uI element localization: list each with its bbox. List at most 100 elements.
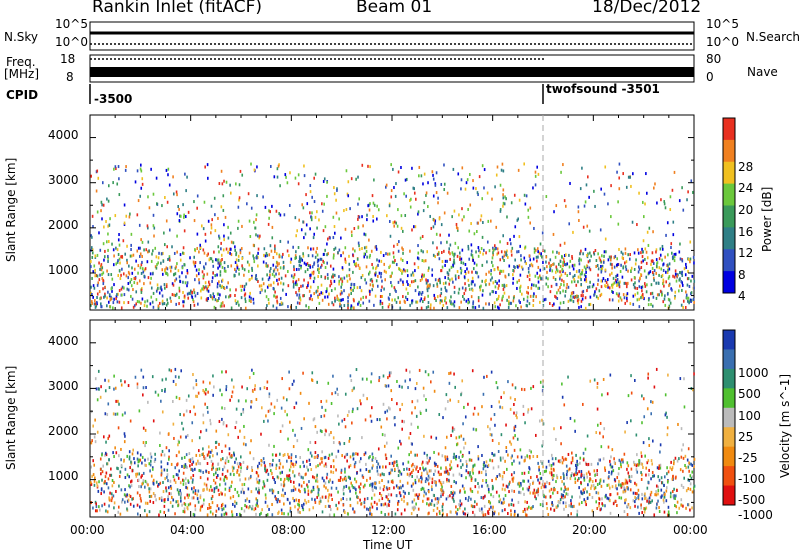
velocity-point [131, 469, 134, 473]
power-point [624, 281, 627, 285]
power-point [532, 257, 535, 261]
velocity-point [207, 452, 210, 456]
power-point [111, 242, 113, 246]
velocity-point [481, 453, 483, 457]
velocity-point [157, 484, 159, 488]
velocity-point [537, 487, 540, 491]
velocity-point [133, 461, 136, 465]
power-point [432, 173, 434, 177]
power-point [383, 262, 386, 266]
power-point [641, 293, 644, 297]
power-point [441, 260, 444, 264]
power-point [687, 299, 689, 303]
velocity-point [221, 502, 224, 506]
velocity-point [235, 420, 238, 424]
velocity-point [177, 473, 179, 477]
velocity-point [352, 457, 355, 461]
velocity-point [298, 488, 300, 492]
velocity-point [666, 480, 669, 484]
power-point [128, 272, 131, 276]
power-point [429, 303, 432, 307]
power-point [337, 297, 339, 301]
power-point [171, 245, 173, 249]
velocity-point [338, 422, 340, 426]
velocity-point [237, 494, 240, 498]
velocity-point [320, 457, 322, 461]
velocity-point [199, 496, 202, 500]
velocity-point [218, 467, 221, 471]
power-point [641, 289, 643, 293]
power-point [666, 270, 669, 274]
power-point [391, 271, 393, 275]
power-point [112, 248, 115, 252]
velocity-point [344, 425, 347, 429]
velocity-point [160, 453, 163, 457]
power-point [338, 217, 340, 221]
power-point [527, 270, 530, 274]
summary-marks [89, 31, 694, 104]
power-point [369, 253, 371, 257]
velocity-point [272, 476, 274, 480]
velocity-point [666, 426, 669, 430]
power-point [472, 280, 474, 284]
velocity-point [470, 504, 473, 508]
power-point [353, 283, 355, 287]
velocity-point [588, 493, 591, 497]
velocity-point [136, 512, 139, 516]
power-point [324, 266, 327, 270]
velocity-point [356, 407, 359, 411]
velocity-point [275, 466, 277, 470]
velocity-point [611, 485, 614, 489]
power-point [140, 290, 143, 294]
power-point [219, 304, 222, 308]
power-point [122, 272, 125, 276]
power-point [426, 285, 429, 289]
power-point [611, 289, 613, 293]
power-point [215, 258, 217, 262]
velocity-point [199, 494, 202, 498]
power-point [317, 275, 319, 279]
velocity-point [181, 478, 184, 482]
velocity-point [510, 442, 513, 446]
power-point [555, 267, 558, 271]
power-point [268, 253, 271, 257]
power-point [139, 194, 142, 198]
power-point [295, 282, 297, 286]
velocity-point [595, 479, 597, 483]
velocity-point [424, 467, 427, 471]
power-point [91, 248, 94, 252]
velocity-point [441, 489, 443, 493]
power-point [619, 280, 621, 284]
power-point [206, 272, 209, 276]
velocity-point [159, 431, 161, 435]
velocity-point [204, 392, 207, 396]
power-point [434, 182, 437, 186]
power-point [202, 227, 205, 231]
power-point [562, 261, 564, 265]
velocity-point [449, 510, 452, 514]
power-point [236, 266, 239, 270]
power-point [485, 302, 487, 306]
power-point [645, 290, 648, 294]
velocity-point [237, 465, 240, 469]
power-point [194, 278, 196, 282]
velocity-point [377, 472, 379, 476]
power-point [270, 164, 272, 168]
power-point [620, 263, 622, 267]
velocity-point [520, 482, 522, 486]
velocity-point [129, 485, 131, 489]
power-point [356, 257, 359, 261]
velocity-point [660, 495, 663, 499]
power-point [191, 291, 193, 295]
power-point [257, 251, 259, 255]
velocity-point [264, 500, 267, 504]
velocity-point [640, 477, 643, 481]
velocity-point [282, 494, 285, 498]
power-point [387, 305, 390, 309]
power-point [470, 282, 473, 286]
power-point [642, 296, 644, 300]
velocity-point [258, 491, 260, 495]
power-point [625, 293, 628, 297]
power-point [219, 270, 222, 274]
power-point [442, 303, 445, 307]
